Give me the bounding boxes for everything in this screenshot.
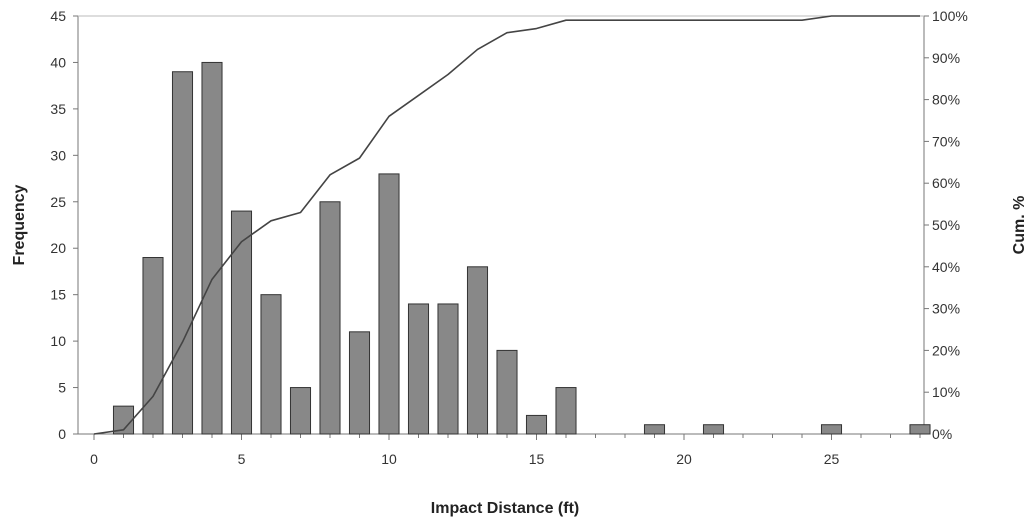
bar-x1 <box>112 405 135 435</box>
right-y-axis-title: Cum. % <box>1011 196 1028 255</box>
x-axis-title: Impact Distance (ft) <box>431 500 579 517</box>
x-tick-label: 25 <box>824 451 840 467</box>
right-y-tick-label: 30% <box>932 301 960 317</box>
right-y-tick-label: 80% <box>932 92 960 108</box>
left-y-tick-label: 35 <box>50 101 66 117</box>
ticks-layer <box>73 15 929 440</box>
left-y-tick-label: 15 <box>50 287 66 303</box>
left-y-tick-label: 40 <box>50 54 66 70</box>
right-y-tick-label: 90% <box>932 50 960 66</box>
right-y-tick-label: 40% <box>932 259 960 275</box>
right-y-tick-label: 10% <box>932 384 960 400</box>
right-y-tick-label: 100% <box>932 8 968 24</box>
tick-labels-layer: 0 5 10 15 20 25 30 35 40 45 0% 10% 20% 30% 40% 50% 60% 70… <box>50 8 967 467</box>
cumulative-percent-line <box>93 15 920 435</box>
bar-x28 <box>909 424 931 435</box>
x-tick-label: 0 <box>90 451 98 467</box>
left-y-tick-label: 30 <box>50 147 66 163</box>
bar-x4 <box>201 61 223 435</box>
bar-x14 <box>496 349 518 435</box>
right-y-tick-label: 50% <box>932 217 960 233</box>
left-y-tick-label: 10 <box>50 333 66 349</box>
bar-x3 <box>171 71 194 435</box>
right-y-tick-label: 70% <box>932 133 960 149</box>
x-tick-label: 10 <box>381 451 397 467</box>
bar-x6 <box>260 294 282 435</box>
bar-x12 <box>437 303 459 435</box>
bar-x19 <box>643 424 666 435</box>
cumulative-line-layer <box>93 15 920 435</box>
right-y-tick-label: 20% <box>932 342 960 358</box>
bar-x5 <box>230 210 253 435</box>
left-y-tick-label: 25 <box>50 194 66 210</box>
left-y-axis-title: Frequency <box>11 184 28 265</box>
left-y-tick-label: 5 <box>58 380 66 396</box>
bar-x10 <box>378 173 400 435</box>
bar-x21 <box>702 424 725 435</box>
bar-x13 <box>466 266 489 435</box>
x-tick-label: 5 <box>238 451 246 467</box>
bar-x15 <box>525 414 548 435</box>
x-tick-label: 20 <box>676 451 692 467</box>
bar-x25 <box>820 424 843 435</box>
right-y-tick-label: 0% <box>932 426 952 442</box>
bar-x9 <box>348 331 371 435</box>
x-tick-label: 15 <box>529 451 545 467</box>
bar-x2 <box>142 257 164 435</box>
bar-x16 <box>555 387 577 435</box>
left-y-tick-label: 0 <box>58 426 66 442</box>
bar-x8 <box>319 201 341 435</box>
bars-layer <box>112 61 931 435</box>
left-y-tick-label: 20 <box>50 240 66 256</box>
right-y-tick-label: 60% <box>932 175 960 191</box>
bar-x11 <box>407 303 430 435</box>
bar-x7 <box>289 387 312 435</box>
left-y-tick-label: 45 <box>50 8 66 24</box>
